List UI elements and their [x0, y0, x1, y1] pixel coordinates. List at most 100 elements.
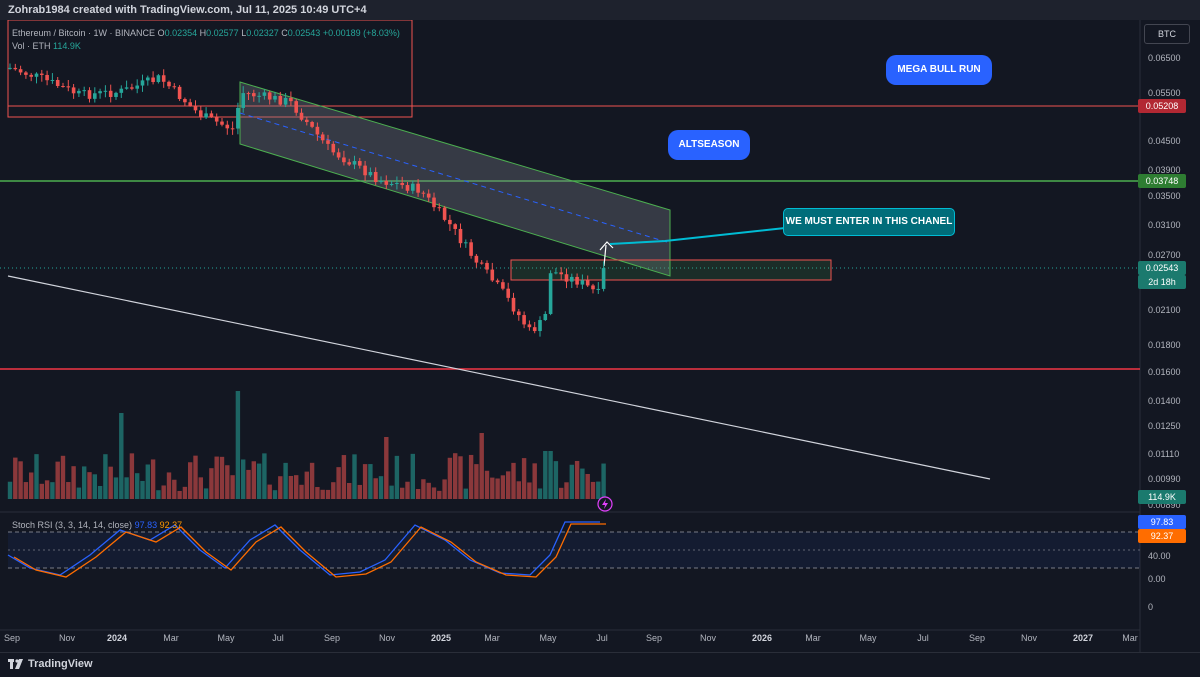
- candle[interactable]: [177, 86, 182, 100]
- candle[interactable]: [458, 228, 463, 244]
- candle[interactable]: [490, 269, 495, 281]
- candle[interactable]: [45, 74, 49, 81]
- candle[interactable]: [119, 88, 124, 93]
- candle[interactable]: [55, 79, 60, 86]
- candle[interactable]: [342, 157, 346, 163]
- candle[interactable]: [570, 276, 574, 282]
- candle[interactable]: [543, 313, 548, 321]
- candle[interactable]: [24, 72, 28, 75]
- candle[interactable]: [230, 128, 235, 130]
- candle[interactable]: [71, 87, 76, 94]
- candle[interactable]: [426, 193, 431, 198]
- candle[interactable]: [241, 93, 245, 108]
- candle[interactable]: [220, 121, 224, 125]
- candle[interactable]: [400, 183, 404, 186]
- candle[interactable]: [326, 140, 330, 144]
- consolidation-box[interactable]: [510, 259, 832, 281]
- candle[interactable]: [8, 67, 12, 69]
- candle[interactable]: [267, 92, 272, 100]
- candle[interactable]: [188, 102, 192, 106]
- candle[interactable]: [61, 85, 65, 87]
- candle[interactable]: [564, 274, 569, 282]
- candle[interactable]: [50, 79, 55, 81]
- candle[interactable]: [34, 73, 39, 77]
- candle[interactable]: [517, 311, 521, 316]
- candle[interactable]: [98, 91, 102, 94]
- candle[interactable]: [532, 327, 537, 332]
- candle[interactable]: [411, 183, 415, 191]
- candle[interactable]: [305, 119, 309, 123]
- candle[interactable]: [437, 207, 442, 209]
- candle[interactable]: [161, 75, 166, 82]
- candle[interactable]: [257, 95, 261, 97]
- candle[interactable]: [252, 93, 256, 97]
- stoch-title[interactable]: Stoch RSI (3, 3, 14, 14, close): [12, 520, 133, 530]
- candle[interactable]: [199, 110, 203, 118]
- candle[interactable]: [596, 288, 601, 290]
- candle[interactable]: [442, 207, 447, 220]
- descending-channel[interactable]: [239, 81, 671, 277]
- candle[interactable]: [511, 297, 516, 312]
- candle[interactable]: [363, 165, 367, 176]
- candle[interactable]: [479, 262, 484, 264]
- candle[interactable]: [548, 273, 553, 314]
- chart-canvas[interactable]: [0, 19, 1200, 652]
- candle[interactable]: [495, 280, 500, 283]
- candle[interactable]: [320, 134, 325, 141]
- candle[interactable]: [299, 112, 304, 120]
- candle[interactable]: [559, 272, 563, 275]
- candle[interactable]: [522, 315, 526, 325]
- candle[interactable]: [103, 90, 108, 92]
- tradingview-logo[interactable]: TradingView: [8, 658, 93, 670]
- candle[interactable]: [13, 67, 18, 70]
- candle[interactable]: [554, 272, 558, 274]
- candle[interactable]: [108, 90, 113, 97]
- candle[interactable]: [135, 85, 139, 89]
- candle[interactable]: [151, 77, 155, 83]
- candle[interactable]: [29, 74, 33, 77]
- volume-label[interactable]: Vol · ETH: [12, 41, 51, 51]
- candle[interactable]: [294, 101, 298, 113]
- chart-area[interactable]: [0, 19, 1200, 652]
- candle[interactable]: [278, 96, 283, 105]
- candle[interactable]: [172, 86, 177, 88]
- candle[interactable]: [246, 93, 251, 95]
- candle[interactable]: [214, 116, 219, 122]
- candle[interactable]: [501, 282, 505, 289]
- candle[interactable]: [416, 183, 420, 193]
- candle[interactable]: [432, 197, 436, 208]
- candle[interactable]: [395, 183, 399, 185]
- candle[interactable]: [373, 172, 378, 183]
- candle[interactable]: [77, 90, 81, 94]
- candle[interactable]: [527, 324, 532, 328]
- candle[interactable]: [368, 172, 373, 176]
- candle[interactable]: [421, 192, 426, 194]
- candle[interactable]: [448, 219, 452, 225]
- candle[interactable]: [140, 80, 145, 86]
- candle[interactable]: [538, 320, 542, 332]
- resistance-zone-box[interactable]: [7, 19, 413, 118]
- candle[interactable]: [225, 124, 230, 129]
- candle[interactable]: [93, 93, 97, 99]
- candle[interactable]: [156, 75, 161, 83]
- candle[interactable]: [167, 81, 171, 87]
- candle[interactable]: [352, 161, 357, 165]
- candle[interactable]: [204, 113, 208, 118]
- altseason-callout[interactable]: ALTSEASON: [668, 130, 750, 160]
- candle[interactable]: [87, 90, 92, 99]
- candle[interactable]: [591, 285, 595, 290]
- currency-button[interactable]: BTC: [1144, 24, 1190, 44]
- symbol-name[interactable]: Ethereum / Bitcoin · 1W · BINANCE: [12, 28, 156, 38]
- candle[interactable]: [183, 99, 187, 103]
- candle[interactable]: [40, 73, 44, 75]
- candle[interactable]: [130, 87, 134, 89]
- candle[interactable]: [384, 180, 389, 185]
- candle[interactable]: [146, 77, 150, 81]
- candle[interactable]: [82, 90, 86, 92]
- candle[interactable]: [193, 105, 198, 111]
- candle[interactable]: [331, 143, 336, 153]
- candlestick-series[interactable]: [8, 63, 606, 337]
- candle[interactable]: [336, 152, 341, 158]
- candle[interactable]: [453, 224, 457, 229]
- candle[interactable]: [236, 107, 240, 129]
